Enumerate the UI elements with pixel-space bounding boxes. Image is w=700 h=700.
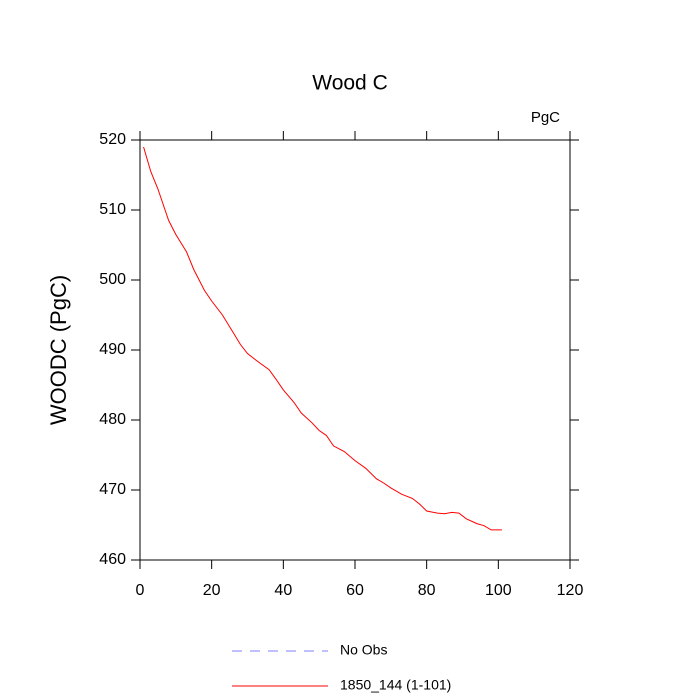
y-tick-label: 460 <box>99 551 126 568</box>
y-tick-label: 500 <box>99 271 126 288</box>
legend-label: 1850_144 (1-101) <box>340 677 451 693</box>
x-tick-label: 60 <box>346 582 364 599</box>
y-axis-label: WOODC (PgC) <box>46 275 71 425</box>
x-tick-label: 100 <box>485 582 512 599</box>
y-tick-label: 480 <box>99 411 126 428</box>
data-line <box>143 146 502 531</box>
y-tick-label: 520 <box>99 131 126 148</box>
y-tick-label: 490 <box>99 341 126 358</box>
x-tick-label: 20 <box>203 582 221 599</box>
x-tick-label: 40 <box>274 582 292 599</box>
y-tick-label: 470 <box>99 481 126 498</box>
x-tick-label: 0 <box>136 582 145 599</box>
y-tick-label: 510 <box>99 201 126 218</box>
chart-title: Wood C <box>312 72 387 95</box>
legend-label: No Obs <box>340 642 387 658</box>
plot-frame <box>139 139 571 561</box>
x-tick-label: 120 <box>557 582 584 599</box>
units-label: PgC <box>531 109 560 126</box>
x-tick-label: 80 <box>418 582 436 599</box>
